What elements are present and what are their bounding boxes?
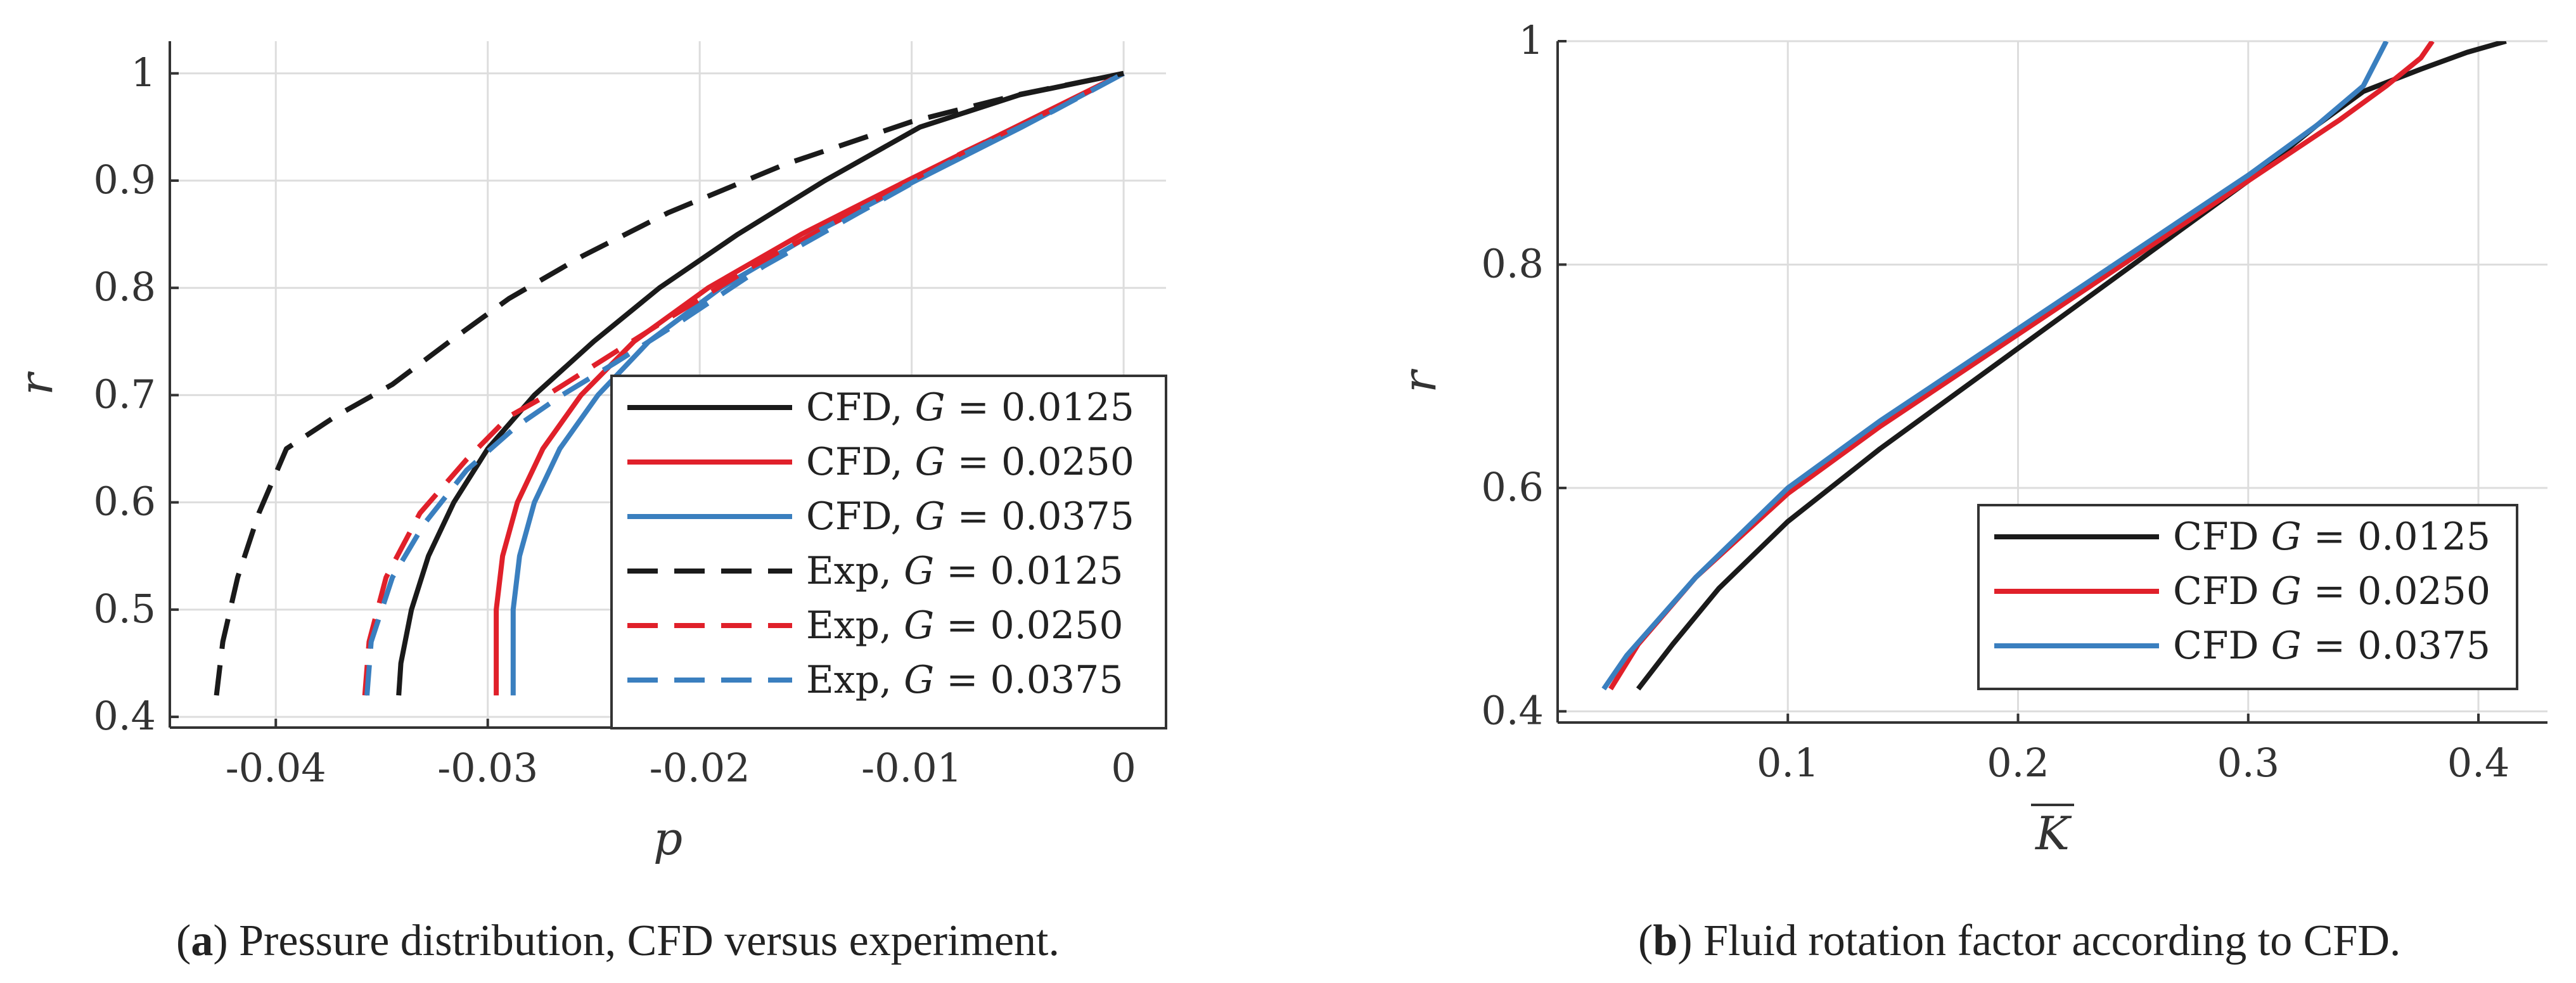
- y-tick-label: 0.7: [93, 371, 156, 417]
- x-tick-label: -0.01: [861, 745, 962, 791]
- legend-entry-label: Exp, G = 0.0375: [806, 658, 1124, 702]
- y-tick-label: 0.5: [93, 586, 156, 632]
- x-tick-label: 0.2: [1987, 740, 2049, 786]
- legend-prefix: CFD,: [806, 494, 915, 539]
- legend-prefix: Exp,: [806, 658, 904, 702]
- legend-variable: G: [915, 440, 945, 484]
- legend-value: = 0.0250: [2302, 569, 2490, 614]
- legend-variable: G: [2271, 569, 2302, 614]
- x-tick-label: -0.03: [437, 745, 538, 791]
- y-axis-label: r: [1393, 369, 1446, 393]
- legend-value: = 0.0125: [945, 385, 1134, 430]
- series-line-0: [396, 70, 1124, 696]
- series-line-0: [1636, 41, 2507, 691]
- legend-prefix: Exp,: [806, 549, 904, 593]
- series-line-3: [214, 70, 1124, 696]
- y-tick-label: 0.9: [93, 157, 156, 203]
- legend-entry-label: CFD, G = 0.0375: [806, 494, 1134, 539]
- y-axis-label: r: [10, 371, 63, 395]
- series-line-2: [1601, 41, 2389, 691]
- y-tick-label: 0.8: [93, 264, 156, 310]
- legend-entry-label: CFD, G = 0.0250: [806, 440, 1134, 484]
- legend-entry-label: CFD G = 0.0125: [2173, 515, 2490, 559]
- legend-variable: G: [2271, 624, 2302, 668]
- legend-variable: G: [915, 494, 945, 539]
- x-tick-label: 0.3: [2217, 740, 2279, 786]
- x-tick-label: 0.4: [2447, 740, 2510, 786]
- legend-box: [610, 375, 1167, 729]
- legend-value: = 0.0250: [934, 603, 1123, 648]
- legend-prefix: CFD: [2173, 515, 2271, 559]
- y-tick-label: 0.4: [1481, 687, 1544, 733]
- caption-b-text: Fluid rotation factor according to CFD.: [1692, 916, 2401, 965]
- caption-a: (a) Pressure distribution, CFD versus ex…: [176, 916, 1060, 965]
- chart-pressure-distribution: -0.04 -0.03 -0.02 -0.01 0 0.4 0.5 0.6 0.7 0.8 0.9 1…: [10, 41, 1167, 865]
- legend-prefix: CFD,: [806, 385, 915, 430]
- legend-entry-label: Exp, G = 0.0125: [806, 549, 1124, 593]
- legend-value: = 0.0375: [934, 658, 1123, 702]
- y-tick-label: 0.8: [1481, 240, 1544, 286]
- legend-variable: G: [904, 658, 934, 702]
- legend-variable: G: [904, 603, 934, 648]
- y-tick-label: 0.6: [1481, 464, 1544, 510]
- x-tick-label: 0.1: [1757, 740, 1819, 786]
- legend-prefix: CFD,: [806, 440, 915, 484]
- legend-variable: G: [2271, 515, 2302, 559]
- y-tick-label: 1: [1519, 17, 1544, 63]
- legend-prefix: CFD: [2173, 624, 2271, 668]
- legend-prefix: CFD: [2173, 569, 2271, 614]
- caption-a-letter: a: [191, 916, 214, 965]
- legend-value: = 0.0125: [2302, 515, 2490, 559]
- y-tick-label: 1: [131, 49, 156, 96]
- caption-b-letter: b: [1653, 916, 1678, 965]
- legend-entry-label: CFD G = 0.0375: [2173, 624, 2490, 668]
- x-axis-label: K: [2034, 807, 2072, 860]
- caption-b: (b) Fluid rotation factor according to C…: [1638, 916, 2401, 965]
- legend-value: = 0.0125: [934, 549, 1123, 593]
- x-tick-label: -0.02: [650, 745, 750, 791]
- legend-entry-label: Exp, G = 0.0250: [806, 603, 1124, 648]
- legend-value: = 0.0375: [945, 494, 1134, 539]
- series-line-5: [364, 71, 1125, 696]
- y-tick-label: 0.6: [93, 479, 156, 525]
- y-tick-label: 0.4: [93, 693, 156, 739]
- x-tick-label: 0: [1111, 745, 1136, 791]
- legend-prefix: Exp,: [806, 603, 904, 648]
- legend-variable: G: [904, 549, 934, 593]
- plot-area: [1601, 41, 2507, 691]
- x-tick-label: -0.04: [226, 745, 326, 791]
- x-axis-label: p: [653, 812, 682, 865]
- legend-value: = 0.0250: [945, 440, 1134, 484]
- caption-a-text: Pressure distribution, CFD versus experi…: [227, 916, 1060, 965]
- legend-entry-label: CFD, G = 0.0125: [806, 385, 1134, 430]
- legend-value: = 0.0375: [2302, 624, 2490, 668]
- legend-entry-label: CFD G = 0.0250: [2173, 569, 2490, 614]
- legend-variable: G: [915, 385, 945, 430]
- plot-area: [214, 70, 1125, 696]
